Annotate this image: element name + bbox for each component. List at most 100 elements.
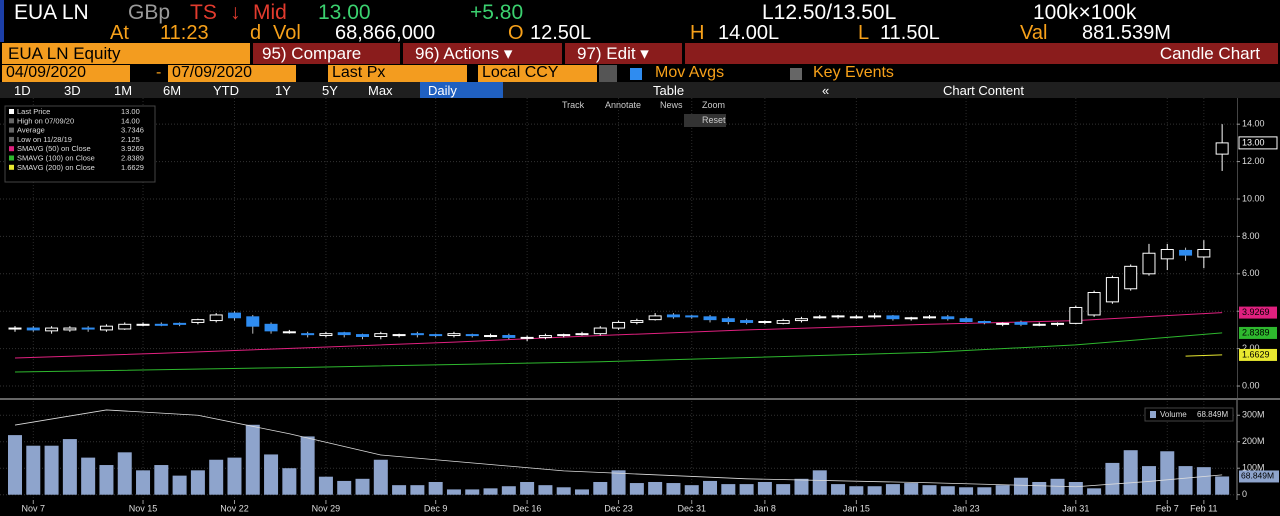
reset-box[interactable] — [684, 114, 726, 127]
security-box[interactable] — [2, 43, 250, 64]
last-tag — [1238, 136, 1278, 150]
volume-bar — [172, 475, 187, 495]
ccy-field[interactable] — [478, 65, 597, 82]
reset[interactable]: Reset — [702, 115, 726, 125]
volume-bar — [117, 452, 132, 495]
candle-body — [1215, 142, 1229, 155]
key-events[interactable]: Key Events — [813, 64, 894, 81]
volume-bar — [1215, 476, 1230, 495]
volume-bar — [703, 480, 718, 495]
actions[interactable]: 96) Actions ▾ — [415, 44, 513, 63]
frequency[interactable]: Daily — [428, 83, 457, 98]
candle-body — [465, 334, 479, 337]
ts[interactable]: TS — [190, 1, 217, 24]
legend-label: SMAVG (200) on Close — [17, 163, 95, 172]
candle-body — [941, 316, 955, 320]
volume-bar — [1160, 451, 1175, 495]
volume-bar — [318, 476, 333, 495]
candle-body — [758, 321, 772, 324]
chart-content[interactable]: Chart Content — [943, 83, 1024, 98]
edit[interactable]: 97) Edit ▾ — [577, 44, 649, 63]
moving-average — [1185, 354, 1223, 357]
collapse-btn[interactable]: « — [822, 83, 830, 98]
volume-bar — [282, 468, 297, 495]
volume-bar — [959, 487, 974, 495]
field[interactable]: Last Px — [332, 64, 386, 81]
volume-bar — [44, 445, 59, 495]
candle-body — [227, 312, 241, 319]
compare-btn[interactable] — [253, 43, 400, 64]
volume-bar — [428, 481, 443, 495]
candle-body — [721, 318, 735, 323]
candle-body — [1105, 277, 1119, 303]
period[interactable]: 5Y — [322, 83, 338, 98]
period[interactable]: 3D — [64, 83, 81, 98]
currency: GBp — [128, 1, 171, 24]
volume-average — [14, 409, 1223, 488]
volume-bar — [739, 484, 754, 495]
volume-bar — [556, 487, 571, 495]
daily-box[interactable] — [420, 82, 503, 98]
x-tick-label: Nov 7 — [22, 503, 46, 513]
volume-bar — [684, 485, 699, 495]
volume-bar — [794, 478, 809, 495]
table-btn[interactable]: Table — [653, 83, 685, 98]
y-tick-label: 0 — [1242, 489, 1247, 499]
value-tag — [1239, 348, 1277, 361]
period[interactable]: 1Y — [275, 83, 291, 98]
candle-body — [996, 322, 1010, 325]
candle-body — [154, 323, 168, 326]
mid-label: Mid — [253, 1, 287, 24]
security[interactable]: EUA LN Equity — [8, 44, 121, 63]
period[interactable]: 1M — [114, 83, 133, 98]
mov-avgs[interactable]: Mov Avgs — [655, 64, 725, 81]
volume-bar — [99, 465, 114, 495]
ccy[interactable]: Local CCY — [482, 64, 559, 81]
end-field[interactable] — [168, 65, 296, 82]
vol-label: Vol — [273, 22, 301, 44]
start-field[interactable] — [2, 65, 130, 82]
candle-body — [868, 315, 882, 318]
legend-marker — [1150, 411, 1156, 418]
volume-bar — [574, 489, 589, 495]
value-tag-label: 68.849M — [1241, 471, 1274, 481]
start-date[interactable]: 04/09/2020 — [6, 64, 87, 81]
volume-bar — [227, 457, 242, 495]
x-tick-label: Dec 9 — [424, 503, 448, 513]
volume-bar — [611, 470, 626, 495]
candle-body — [813, 316, 827, 319]
legend-marker — [9, 118, 14, 124]
candle-body — [849, 316, 863, 319]
edit-btn[interactable] — [565, 43, 682, 64]
y-tick-label: 0.00 — [1242, 380, 1260, 390]
y-tick-label: 6.00 — [1242, 268, 1260, 278]
mov-avgs-check[interactable] — [630, 68, 642, 80]
period[interactable]: 1D — [14, 83, 31, 98]
candle-body — [831, 315, 845, 318]
key-events-check[interactable] — [790, 68, 802, 80]
x-tick-label: Feb 11 — [1190, 503, 1217, 513]
ccy-drop[interactable] — [599, 65, 617, 82]
value-tag-label: 1.6629 — [1242, 349, 1270, 359]
x-tick-label: Jan 8 — [754, 503, 776, 513]
period[interactable]: 6M — [163, 83, 182, 98]
actions-btn[interactable] — [403, 43, 562, 64]
period[interactable]: Max — [368, 83, 393, 98]
volume-bar — [392, 485, 407, 495]
field-field[interactable] — [328, 65, 467, 82]
tool[interactable]: Zoom — [702, 100, 726, 110]
legend-value: 13.00 — [121, 107, 140, 116]
tool[interactable]: Track — [562, 100, 585, 110]
tool[interactable]: Annotate — [605, 100, 642, 110]
volume-bar — [154, 465, 169, 495]
tool[interactable]: News — [660, 100, 683, 110]
candle-body — [538, 335, 552, 338]
end-date[interactable]: 07/09/2020 — [172, 64, 253, 81]
compare[interactable]: 95) Compare — [262, 44, 362, 63]
volume-bar — [136, 470, 151, 495]
candle-body — [502, 335, 516, 338]
legend-marker — [9, 109, 14, 114]
volume-bar — [410, 485, 425, 495]
period[interactable]: YTD — [213, 83, 239, 98]
candle-body — [557, 334, 571, 337]
